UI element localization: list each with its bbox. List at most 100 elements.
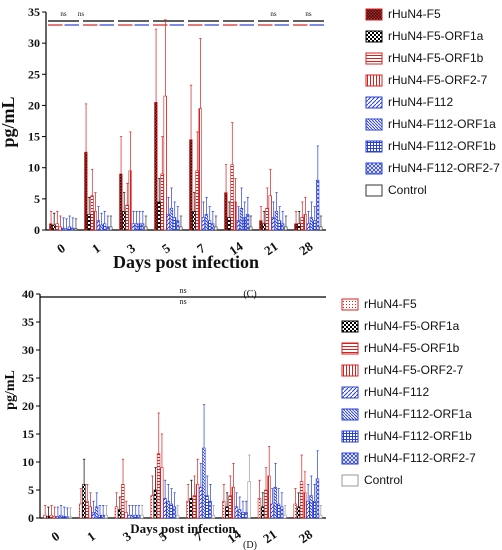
bar-rhun4-f112-orf1b-day-21	[276, 503, 281, 519]
legend-swatch	[365, 8, 383, 21]
bar-rhun4-f112-orf2-7-day-7	[210, 223, 215, 231]
bar-rhun4-f112-day-7	[201, 217, 205, 231]
bar-rhun4-f5-day-5	[150, 495, 154, 519]
legend-label: rHuN4-F5-ORF2-7	[364, 363, 464, 377]
bar-control-day-5	[179, 226, 183, 231]
bar-rhun4-f112-day-0	[61, 227, 65, 231]
bar-rhun4-f112-orf1b-day-5	[172, 217, 177, 231]
bar-rhun4-f112-orf1a-day-28	[309, 495, 313, 519]
bar-rhun4-f112-orf1a-day-21	[273, 486, 278, 519]
y-tick-label: 35	[28, 5, 40, 19]
bar-rhun4-f112-orf1b-day-0	[62, 516, 66, 519]
bar-rhun4-f112-orf1b-day-1	[98, 514, 102, 519]
bar-rhun4-f5-orf2-7-day-3	[124, 512, 128, 519]
bar-rhun4-f112-orf2-7-day-3	[140, 223, 145, 231]
bar-control-day-0	[74, 228, 78, 231]
bar-rhun4-f112-orf1a-day-0	[64, 228, 69, 231]
bar-rhun4-f112-orf1a-day-7	[204, 214, 209, 231]
sig-label: ns	[60, 10, 67, 18]
bar-rhun4-f112-orf2-7-day-1	[101, 514, 105, 519]
bar-rhun4-f112-day-14	[236, 220, 240, 231]
legend-label: Control	[364, 473, 403, 487]
y-tick-label: 25	[22, 371, 34, 385]
bar-rhun4-f5-orf1a-day-7	[192, 211, 196, 231]
panel-caption: (C)	[243, 289, 256, 300]
panel-caption: (D)	[243, 540, 257, 550]
y-tick-label: 40	[22, 287, 34, 301]
bar-rhun4-f5-orf2-7-day-5	[163, 95, 167, 231]
legend-label: rHuN4-F5-ORF1b	[388, 51, 484, 65]
bar-rhun4-f112-orf1b-day-1	[102, 223, 107, 231]
y-tick-label: 30	[28, 36, 40, 50]
legend-swatch	[365, 162, 383, 175]
x-tick-label: 0	[48, 528, 62, 544]
bar-rhun4-f112-orf2-7-day-1	[105, 226, 110, 231]
bar-rhun4-f112-orf2-7-day-5	[175, 220, 180, 231]
bar-rhun4-f5-orf1b-day-0	[49, 514, 54, 519]
bar-rhun4-f112-orf1b-day-0	[67, 226, 72, 231]
bar-rhun4-f112-day-28	[306, 223, 310, 231]
legend-swatch	[365, 96, 383, 109]
bar-rhun4-f5-orf2-7-day-14	[233, 201, 237, 231]
y-tick-label: 10	[22, 455, 34, 469]
bar-rhun4-f5-orf1b-day-3	[125, 204, 129, 231]
bar-rhun4-f5-orf2-7-day-28	[303, 492, 307, 519]
bar-rhun4-f112-orf1b-day-7	[205, 495, 209, 519]
bar-control-day-7	[214, 226, 218, 231]
x-tick-label: 28	[296, 238, 316, 258]
bar-rhun4-f5-day-21	[257, 498, 262, 519]
bar-rhun4-f5-orf2-7-day-28	[303, 214, 307, 231]
bar-rhun4-f5-orf1b-day-14	[228, 495, 232, 519]
x-axis-label: Days post infection	[113, 252, 259, 272]
legend-label: rHuN4-F112	[388, 95, 453, 109]
bar-rhun4-f112-orf1a-day-7	[202, 447, 206, 519]
bar-rhun4-f5-orf1a-day-3	[122, 211, 126, 231]
bar-rhun4-f112-orf1b-day-28	[312, 500, 316, 519]
bar-rhun4-f112-orf2-7-day-21	[280, 506, 284, 519]
legend-label: rHuN4-F112	[364, 385, 429, 399]
legend-swatch	[341, 408, 359, 421]
bar-rhun4-f5-orf1b-day-7	[195, 170, 199, 231]
bar-rhun4-f5-orf2-7-day-3	[128, 170, 132, 231]
bar-rhun4-f5-orf1b-day-5	[160, 173, 164, 231]
bar-rhun4-f5-orf1a-day-5	[153, 489, 158, 519]
bar-control-day-1	[109, 226, 113, 231]
legend-swatch	[365, 30, 383, 43]
bar-rhun4-f112-orf1a-day-14	[237, 509, 242, 519]
bar-rhun4-f5-orf1b-day-28	[300, 217, 304, 231]
bar-rhun4-f5-day-1	[84, 151, 88, 231]
y-tick-label: 15	[22, 427, 34, 441]
bar-rhun4-f5-orf1a-day-28	[297, 223, 301, 231]
bar-rhun4-f5-orf1b-day-14	[230, 164, 234, 231]
bar-rhun4-f112-orf1a-day-28	[309, 217, 314, 231]
bar-rhun4-f112-orf2-7-day-0	[65, 516, 69, 519]
y-tick-label: 10	[28, 161, 40, 175]
y-axis-label: pg/mL	[0, 96, 18, 147]
bar-rhun4-f112-orf1a-day-1	[94, 506, 99, 519]
bar-rhun4-f5-orf1a-day-21	[262, 223, 266, 231]
bar-rhun4-f5-orf1b-day-1	[90, 195, 94, 231]
x-tick-label: 21	[260, 526, 279, 546]
bar-rhun4-f5-day-28	[294, 223, 298, 231]
legend-label: rHuN4-F5	[364, 297, 417, 311]
legend-swatch	[365, 184, 383, 197]
bar-rhun4-f112-orf1b-day-3	[133, 514, 138, 519]
x-tick-label: 1	[84, 528, 98, 544]
y-tick-label: 25	[28, 67, 40, 81]
bar-rhun4-f5-day-28	[293, 503, 297, 519]
y-tick-label: 15	[28, 130, 40, 144]
bar-rhun4-f5-orf1b-day-3	[121, 484, 125, 519]
bar-rhun4-f112-orf1a-day-5	[166, 500, 170, 519]
y-tick-label: 5	[28, 483, 34, 497]
bar-rhun4-f112-day-5	[163, 498, 167, 519]
bar-rhun4-f112-orf2-7-day-28	[315, 179, 320, 231]
bar-rhun4-f112-orf1a-day-3	[134, 223, 139, 231]
bar-rhun4-f112-orf1a-day-0	[59, 514, 63, 519]
bar-control-day-1	[104, 514, 108, 519]
bar-rhun4-f112-orf1b-day-7	[207, 220, 212, 231]
bar-control-day-3	[140, 514, 144, 519]
bar-rhun4-f5-day-21	[259, 220, 263, 231]
legend-label: rHuN4-F5-ORF1b	[364, 341, 460, 355]
